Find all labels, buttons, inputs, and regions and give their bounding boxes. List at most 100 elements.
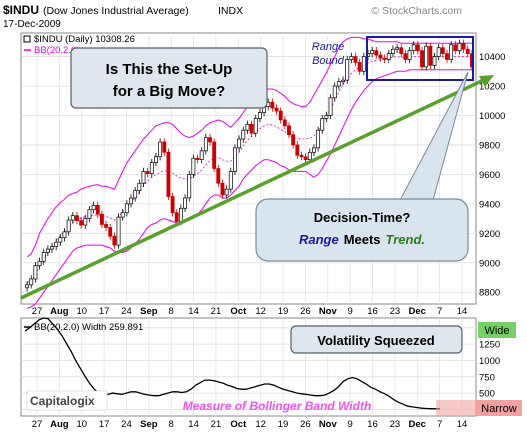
width-tick-label: 500 bbox=[479, 389, 495, 400]
candle-up bbox=[25, 284, 30, 289]
candle-up bbox=[137, 182, 142, 191]
candle-up bbox=[436, 47, 441, 57]
price-x-tick-label: Aug bbox=[50, 306, 69, 317]
candle-up bbox=[320, 118, 325, 131]
decision-callout-line2: Range Meets Trend. bbox=[299, 232, 425, 247]
candle-up bbox=[336, 81, 341, 87]
price-tick-label: 10200 bbox=[479, 82, 505, 93]
price-tick-label: 9400 bbox=[479, 199, 500, 210]
candle-up bbox=[307, 151, 312, 161]
volatility-callout-text: Volatility Squeezed bbox=[317, 333, 435, 348]
candle-down bbox=[270, 101, 275, 109]
candle-up bbox=[149, 162, 154, 175]
candle-up bbox=[191, 157, 196, 175]
candle-up bbox=[237, 138, 242, 149]
price-x-tick-label: 26 bbox=[300, 306, 311, 317]
candle-down bbox=[428, 45, 433, 66]
candle-up bbox=[449, 44, 454, 60]
width-x-tick-label: 21 bbox=[211, 419, 222, 430]
bb-width-line bbox=[24, 317, 440, 410]
candle-up bbox=[133, 190, 138, 199]
candlesticks bbox=[25, 39, 474, 292]
candle-down bbox=[399, 47, 404, 54]
candle-up bbox=[70, 215, 75, 221]
candle-up bbox=[54, 241, 59, 247]
candle-down bbox=[79, 220, 84, 226]
candle-down bbox=[170, 196, 175, 214]
candle-up bbox=[370, 50, 375, 54]
price-x-tick-label: 9 bbox=[348, 306, 353, 317]
candle-down bbox=[465, 48, 470, 54]
candle-down bbox=[453, 44, 458, 52]
candle-up bbox=[154, 156, 158, 163]
width-x-tick-label: 10 bbox=[76, 419, 87, 430]
candle-down bbox=[378, 54, 383, 59]
candle-up bbox=[411, 44, 416, 52]
candle-up bbox=[233, 147, 237, 172]
candle-up bbox=[257, 112, 262, 119]
legend-price-series: $INDU (Daily) 10308.26 bbox=[34, 34, 135, 45]
candle-down bbox=[278, 110, 283, 121]
width-x-tick-label: 23 bbox=[390, 419, 401, 430]
candle-up bbox=[124, 203, 129, 214]
price-x-tick-label: 21 bbox=[211, 306, 222, 317]
width-x-tick-label: Aug bbox=[50, 419, 69, 430]
price-tick-label: 10400 bbox=[479, 52, 505, 63]
candle-up bbox=[341, 79, 345, 82]
candle-down bbox=[295, 144, 300, 156]
width-x-tick-label: 7 bbox=[437, 419, 442, 430]
decision-word-trend: Trend. bbox=[386, 232, 426, 247]
candle-up bbox=[253, 118, 258, 134]
candle-down bbox=[274, 107, 279, 112]
price-x-tick-label: 7 bbox=[437, 306, 442, 317]
candle-up bbox=[29, 278, 34, 286]
width-x-tick-label: 12 bbox=[255, 419, 266, 430]
price-x-tick-label: 14 bbox=[188, 306, 199, 317]
price-x-tick-label: Nov bbox=[319, 306, 338, 317]
price-axis-labels: 8800 9000 9200 9400 9600 9800 10000 10200 10400 bbox=[479, 52, 505, 299]
width-x-tick-label: 14 bbox=[457, 419, 468, 430]
candle-down bbox=[216, 168, 221, 184]
candle-down bbox=[287, 125, 291, 135]
candle-up bbox=[312, 147, 316, 153]
price-tick-label: 9000 bbox=[479, 258, 500, 269]
price-x-tick-label: 16 bbox=[367, 306, 378, 317]
volatility-callout-box bbox=[290, 325, 463, 354]
price-x-axis: 27 Aug 10 17 24 Sep 8 14 21 Oct 12 19 26 Nov 9 16 23 Dec 7… bbox=[32, 306, 468, 317]
candle-down bbox=[212, 141, 217, 169]
candle-up bbox=[328, 97, 333, 116]
candle-down bbox=[220, 182, 225, 196]
candle-up bbox=[349, 56, 354, 60]
width-x-tick-label: 24 bbox=[121, 419, 132, 430]
range-bound-line2: Bound bbox=[312, 55, 345, 67]
width-tick-label: 750 bbox=[479, 372, 495, 383]
legend-swatch-price bbox=[23, 35, 31, 43]
candle-down bbox=[353, 56, 358, 63]
exchange-label: INDX bbox=[218, 5, 243, 17]
price-tick-label: 8800 bbox=[479, 288, 500, 299]
candle-down bbox=[403, 53, 408, 60]
price-x-tick-label: 12 bbox=[255, 306, 266, 317]
width-x-tick-label: 26 bbox=[300, 419, 311, 430]
candle-up bbox=[332, 85, 337, 99]
candle-up bbox=[457, 42, 462, 52]
width-x-tick-label: 17 bbox=[99, 419, 110, 430]
price-x-tick-label: Dec bbox=[409, 306, 426, 317]
setup-callout-line2: for a Big Move? bbox=[113, 83, 226, 100]
candle-up bbox=[141, 171, 146, 184]
wide-badge bbox=[478, 322, 516, 338]
candle-up bbox=[45, 248, 50, 253]
candle-up bbox=[116, 216, 121, 246]
candle-up bbox=[391, 48, 395, 54]
legend-bb-series: BB(20,2.0) bbox=[34, 45, 79, 56]
candle-up bbox=[87, 209, 92, 219]
width-x-tick-label: 16 bbox=[367, 419, 378, 430]
candle-up bbox=[58, 237, 63, 243]
range-bound-line1: Range bbox=[312, 41, 344, 53]
candle-down bbox=[208, 137, 212, 143]
width-x-tick-label: Dec bbox=[409, 419, 426, 430]
width-x-tick-label: 27 bbox=[32, 419, 43, 430]
decision-callout-line1: Decision-Time? bbox=[314, 210, 411, 225]
width-x-axis: 27 Aug 10 17 24 Sep 8 14 21 Oct 12 19 26 Nov 9 16 23 Dec 7… bbox=[32, 419, 468, 430]
